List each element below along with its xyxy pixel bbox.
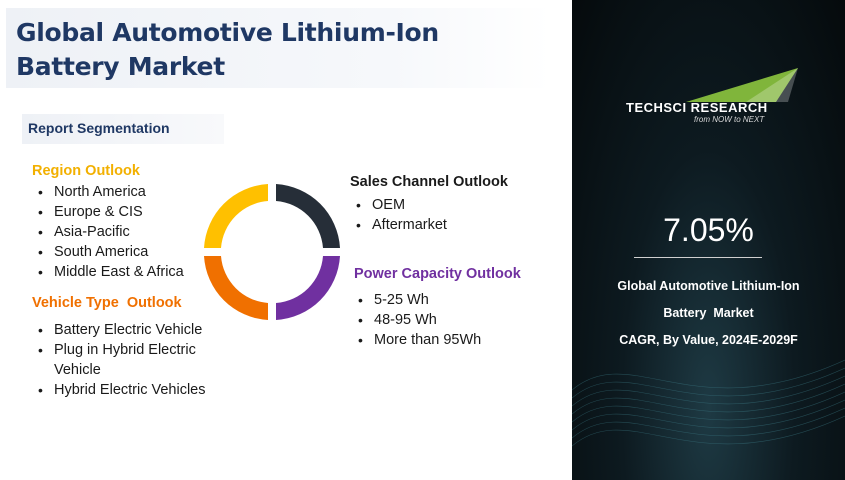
donut-segment-bottom-right xyxy=(276,256,340,320)
list-item: North America xyxy=(32,182,222,202)
cagr-caption-line2: Battery Market xyxy=(663,306,754,320)
techsci-logo: TECHSCI RESEARCH from NOW to NEXT xyxy=(626,68,806,128)
page-title: Global Automotive Lithium-Ion Battery Ma… xyxy=(16,18,439,81)
cagr-caption-line3: CAGR, By Value, 2024E-2029F xyxy=(619,333,798,347)
segmentation-label: Report Segmentation xyxy=(28,120,170,136)
region-outlook-title: Region Outlook xyxy=(32,163,140,179)
sales-channel-list: OEM Aftermarket xyxy=(350,195,510,235)
segmentation-donut xyxy=(204,184,340,320)
vehicle-type-list: Battery Electric Vehicle Plug in Hybrid … xyxy=(32,320,232,400)
list-item: 5-25 Wh xyxy=(352,290,522,310)
title-banner: Global Automotive Lithium-Ion Battery Ma… xyxy=(6,8,551,88)
donut-segment-bottom-left xyxy=(204,256,268,320)
list-item: Plug in Hybrid Electric Vehicle xyxy=(32,340,212,380)
list-item: Aftermarket xyxy=(350,215,510,235)
logo-swoosh-icon xyxy=(686,68,798,102)
cagr-value: 7.05% xyxy=(663,212,754,248)
power-capacity-outlook-title: Power Capacity Outlook xyxy=(354,266,521,282)
list-item: More than 95Wh xyxy=(352,330,522,350)
list-item: OEM xyxy=(350,195,510,215)
sales-channel-outlook-title: Sales Channel Outlook xyxy=(350,174,508,190)
donut-segment-top-right xyxy=(276,184,340,248)
list-item: Europe & CIS xyxy=(32,202,222,222)
segmentation-banner: Report Segmentation xyxy=(22,114,224,144)
logo-tagline: from NOW to NEXT xyxy=(694,115,765,124)
donut-segment-top-left xyxy=(204,184,268,248)
logo-brand: TECHSCI RESEARCH xyxy=(626,100,768,115)
list-item: Battery Electric Vehicle xyxy=(32,320,232,340)
cagr-panel: TECHSCI RESEARCH from NOW to NEXT 7.05% … xyxy=(572,0,845,480)
list-item: Middle East & Africa xyxy=(32,262,222,282)
wave-background xyxy=(572,359,845,447)
cagr-caption-line1: Global Automotive Lithium-Ion xyxy=(617,279,800,293)
list-item: Asia-Pacific xyxy=(32,222,222,242)
content-panel: Global Automotive Lithium-Ion Battery Ma… xyxy=(0,0,572,480)
list-item: 48-95 Wh xyxy=(352,310,522,330)
vehicle-type-outlook-title: Vehicle Type Outlook xyxy=(32,295,182,311)
list-item: Hybrid Electric Vehicles xyxy=(32,380,232,400)
cagr-divider xyxy=(634,257,762,258)
region-list: North America Europe & CIS Asia-Pacific … xyxy=(32,182,222,282)
power-capacity-list: 5-25 Wh 48-95 Wh More than 95Wh xyxy=(352,290,522,350)
list-item: South America xyxy=(32,242,222,262)
